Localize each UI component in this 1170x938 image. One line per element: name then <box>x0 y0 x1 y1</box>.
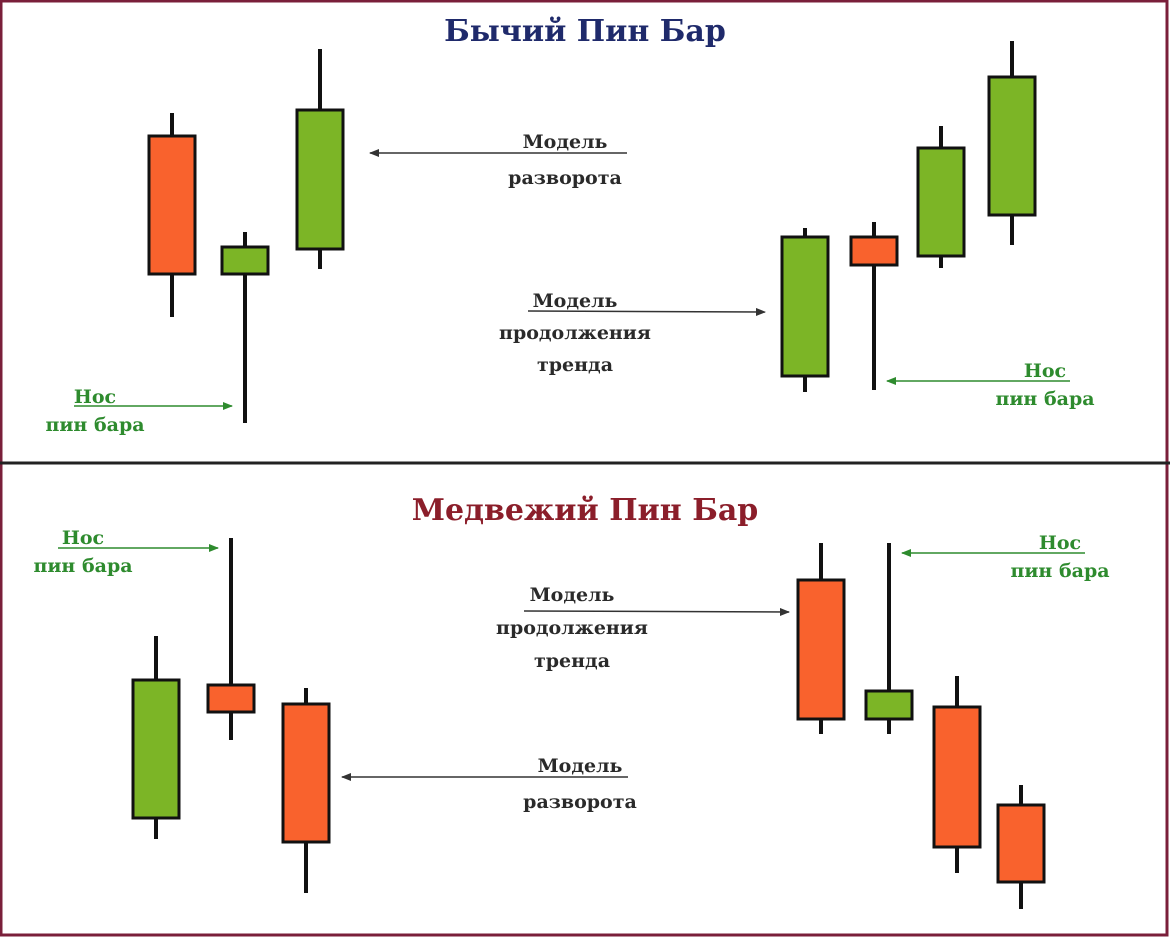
bottom-nose-left-line1: Нос <box>61 527 105 549</box>
bottom-left-candle-3 <box>281 688 331 893</box>
bottom-left-candle-3-body <box>281 702 331 844</box>
bottom-right-candle-4 <box>996 785 1046 909</box>
top-nose-right-line2: пин бара <box>995 388 1095 410</box>
bottom-nose-left-label: Нос пин бара <box>18 524 148 580</box>
bottom-nose-right-line2: пин бара <box>1010 560 1110 582</box>
top-continuation-line1: Модель <box>532 290 618 312</box>
top-left-pinbar-body <box>220 245 270 276</box>
top-continuation-line2: продолжения <box>499 322 651 344</box>
top-right-candle-3 <box>916 126 966 268</box>
top-left-pinbar <box>220 232 270 423</box>
top-right-pinbar-body <box>849 235 899 267</box>
top-continuation-line3: тренда <box>536 354 614 376</box>
top-left-candle-1 <box>147 113 197 317</box>
bottom-continuation-line3: тренда <box>533 650 611 672</box>
bottom-left-pinbar <box>206 538 256 740</box>
candles-layer <box>131 41 1046 909</box>
bearish-title: Медвежий Пин Бар <box>411 493 759 528</box>
bottom-continuation-line2: продолжения <box>496 617 648 639</box>
top-left-candle-3 <box>295 49 345 269</box>
bottom-right-candle-1 <box>796 543 846 734</box>
bottom-right-candle-1-body <box>796 578 846 721</box>
bottom-continuation-line1: Модель <box>529 584 615 606</box>
bottom-left-pinbar-body <box>206 683 256 714</box>
top-continuation-arrow <box>527 307 766 316</box>
top-right-candle-4-body <box>987 75 1037 217</box>
top-reversal-label: Модель разворота <box>480 124 650 196</box>
top-right-candle-1 <box>780 228 830 392</box>
bottom-nose-left-line2: пин бара <box>33 555 133 577</box>
top-reversal-line1: Модель <box>522 131 608 153</box>
bottom-right-pinbar <box>864 543 914 734</box>
top-right-candle-4 <box>987 41 1037 245</box>
top-nose-left-line1: Нос <box>73 386 117 408</box>
top-continuation-label: Модель продолжения тренда <box>475 285 675 381</box>
top-left-candle-1-body <box>147 134 197 276</box>
bottom-continuation-label: Модель продолжения тренда <box>472 579 672 678</box>
top-right-pinbar <box>849 222 899 390</box>
bottom-reversal-label: Модель разворота <box>495 748 665 820</box>
bottom-nose-right-line1: Нос <box>1038 532 1082 554</box>
top-reversal-line2: разворота <box>508 167 622 189</box>
bottom-reversal-line2: разворота <box>523 791 637 813</box>
bottom-right-candle-3 <box>932 676 982 873</box>
top-nose-left-label: Нос пин бара <box>30 383 160 439</box>
bottom-right-candle-3-body <box>932 705 982 849</box>
bottom-nose-right-label: Нос пин бара <box>995 529 1125 585</box>
top-left-candle-3-body <box>295 108 345 251</box>
top-nose-right-line1: Нос <box>1023 360 1067 382</box>
top-nose-left-line2: пин бара <box>45 414 145 436</box>
bottom-right-pinbar-body <box>864 689 914 721</box>
bottom-left-candle-1-body <box>131 678 181 820</box>
bottom-left-candle-1 <box>131 636 181 839</box>
bottom-right-candle-4-body <box>996 803 1046 884</box>
top-right-candle-1-body <box>780 235 830 378</box>
top-nose-right-label: Нос пин бара <box>980 357 1110 413</box>
bottom-continuation-arrow <box>523 607 790 616</box>
bottom-reversal-line1: Модель <box>537 755 623 777</box>
top-right-candle-3-body <box>916 146 966 258</box>
bullish-title: Бычий Пин Бар <box>444 14 726 49</box>
